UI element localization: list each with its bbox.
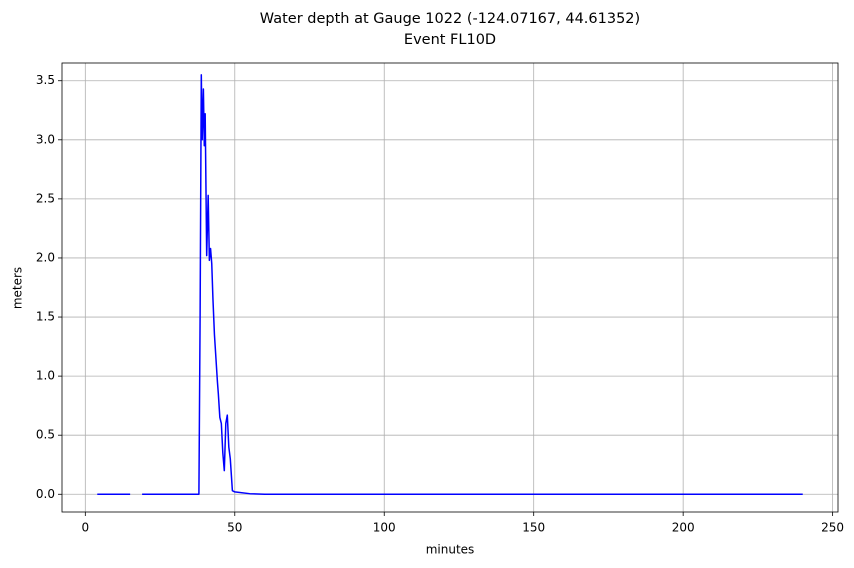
x-tick-label: 0	[81, 521, 89, 535]
x-tick-label: 100	[373, 521, 396, 535]
plot-frame	[61, 62, 839, 513]
chart-title: Water depth at Gauge 1022 (-124.07167, 4…	[260, 11, 640, 27]
chart-subtitle: Event FL10D	[404, 32, 496, 48]
y-tick-label: 1.5	[36, 310, 55, 324]
y-tick-label: 1.0	[36, 369, 55, 383]
x-tick-label: 200	[672, 521, 695, 535]
y-tick-label: 3.5	[36, 73, 55, 87]
x-axis-label: minutes	[426, 543, 475, 557]
x-tick-label: 50	[227, 521, 242, 535]
y-axis-label: meters	[11, 267, 25, 309]
y-tick-label: 3.0	[36, 132, 55, 146]
data-line	[97, 74, 803, 496]
y-tick-label: 0.0	[36, 487, 55, 501]
y-tick-label: 0.5	[36, 428, 55, 442]
y-tick-label: 2.0	[36, 250, 55, 264]
y-tick-label: 2.5	[36, 191, 55, 205]
x-tick-label: 150	[522, 521, 545, 535]
x-tick-label: 250	[821, 521, 844, 535]
